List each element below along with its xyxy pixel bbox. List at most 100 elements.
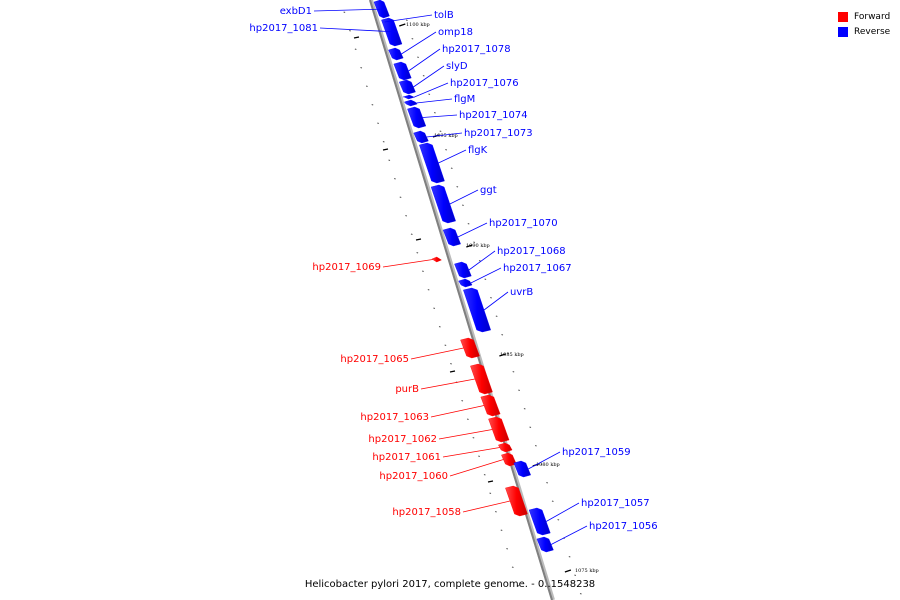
gene-label-flgK: flgK	[468, 145, 488, 156]
minor-tick	[405, 215, 408, 217]
gene-pointer	[416, 98, 453, 104]
gene-label-hp2017_1061: hp2017_1061	[372, 452, 441, 463]
gene-pointer	[313, 8, 387, 12]
minor-tick	[579, 593, 582, 595]
tick-label: 1080 kbp	[536, 462, 560, 468]
minor-tick	[360, 67, 363, 69]
minor-tick	[506, 352, 509, 354]
minor-tick	[518, 389, 520, 391]
minor-tick	[500, 529, 503, 531]
gene-pointer	[382, 259, 433, 268]
gene-label-tolB: tolB	[434, 10, 454, 21]
minor-tick	[478, 455, 480, 457]
gene-label-hp2017_1059: hp2017_1059	[562, 447, 631, 458]
minor-tick	[540, 463, 543, 465]
gene-label-hp2017_1081: hp2017_1081	[249, 23, 318, 34]
minor-tick	[411, 38, 414, 40]
minor-tick	[568, 556, 571, 558]
gene-pointer	[468, 250, 496, 271]
gene-label-hp2017_1057: hp2017_1057	[581, 498, 650, 509]
minor-tick	[512, 371, 515, 373]
tick-label: 1075 kbp	[575, 568, 599, 574]
legend-reverse: Reverse	[838, 24, 890, 39]
gene-hp2017_1062	[488, 416, 510, 443]
gene-label-hp2017_1069: hp2017_1069	[312, 262, 381, 273]
minor-tick	[506, 548, 509, 550]
tick-label: 1085 kbp	[500, 352, 524, 358]
gene-label-hp2017_1070: hp2017_1070	[489, 218, 558, 229]
gene-label-hp2017_1058: hp2017_1058	[392, 507, 461, 518]
gene-pointer	[462, 500, 511, 513]
gene-pointer	[545, 502, 580, 522]
minor-tick	[416, 252, 419, 254]
gene-label-purB: purB	[395, 384, 419, 395]
gene-label-hp2017_1056: hp2017_1056	[589, 521, 658, 532]
gene-label-hp2017_1065: hp2017_1065	[340, 354, 409, 365]
gene-hp2017_1070	[442, 227, 461, 247]
minor-tick	[450, 167, 453, 169]
gene-pointer	[422, 114, 458, 118]
gene-pointer	[550, 525, 588, 545]
major-tick	[415, 238, 422, 241]
gene-label-hp2017_1073: hp2017_1073	[464, 128, 533, 139]
legend: Forward Reverse	[838, 9, 890, 39]
gene-pointer	[319, 27, 398, 33]
minor-tick	[439, 130, 442, 132]
minor-tick	[444, 344, 447, 346]
minor-tick	[365, 85, 368, 87]
forward-swatch	[838, 11, 848, 22]
minor-tick	[422, 75, 425, 77]
minor-tick	[472, 437, 475, 439]
gene-ggt	[430, 184, 456, 224]
major-tick	[399, 23, 406, 27]
gene-pointer	[528, 451, 561, 470]
major-tick	[449, 370, 456, 373]
gene-hp2017_1065	[460, 337, 480, 359]
gene-pointer	[426, 132, 463, 138]
gene-pointer	[410, 347, 464, 360]
gene-hp2017_1059	[513, 460, 531, 478]
minor-tick	[529, 426, 532, 428]
minor-tick	[417, 56, 419, 58]
minor-tick	[484, 278, 487, 280]
gene-label-omp18: omp18	[438, 27, 473, 38]
gene-label-slyD: slyD	[446, 61, 468, 72]
minor-tick	[427, 289, 430, 291]
gene-pointer	[430, 405, 485, 418]
minor-tick	[428, 93, 431, 95]
minor-tick	[433, 307, 436, 309]
gene-purB	[470, 363, 493, 395]
minor-tick	[473, 241, 476, 243]
gene-label-hp2017_1062: hp2017_1062	[368, 434, 437, 445]
legend-forward: Forward	[838, 9, 890, 24]
minor-tick	[410, 233, 413, 235]
gene-pointer	[457, 222, 488, 238]
major-tick	[564, 569, 572, 573]
legend-forward-label: Forward	[854, 11, 891, 22]
gene-omp18	[388, 47, 404, 61]
gene-pointer	[384, 14, 433, 23]
major-tick	[466, 244, 473, 248]
minor-tick	[349, 30, 351, 32]
gene-pointer	[449, 189, 479, 205]
genome-caption: Helicobacter pylori 2017, complete genom…	[304, 579, 596, 590]
gene-hp2017_1067	[458, 278, 473, 288]
minor-tick	[438, 326, 441, 328]
gene-pointer	[449, 459, 504, 477]
minor-tick	[546, 482, 549, 484]
minor-tick	[551, 500, 554, 502]
gene-label-uvrB: uvrB	[510, 287, 533, 298]
minor-tick	[478, 260, 481, 262]
gene-hp2017_1073	[413, 130, 429, 144]
major-tick	[382, 148, 389, 151]
minor-tick	[466, 418, 469, 420]
major-tick	[499, 353, 506, 357]
minor-tick	[467, 223, 470, 225]
gene-label-hp2017_1076: hp2017_1076	[450, 78, 519, 89]
gene-label-hp2017_1078: hp2017_1078	[442, 44, 511, 55]
minor-tick	[405, 19, 408, 21]
minor-tick	[422, 270, 424, 272]
gene-label-hp2017_1063: hp2017_1063	[360, 412, 429, 423]
gene-hp2017_1058	[505, 485, 528, 517]
